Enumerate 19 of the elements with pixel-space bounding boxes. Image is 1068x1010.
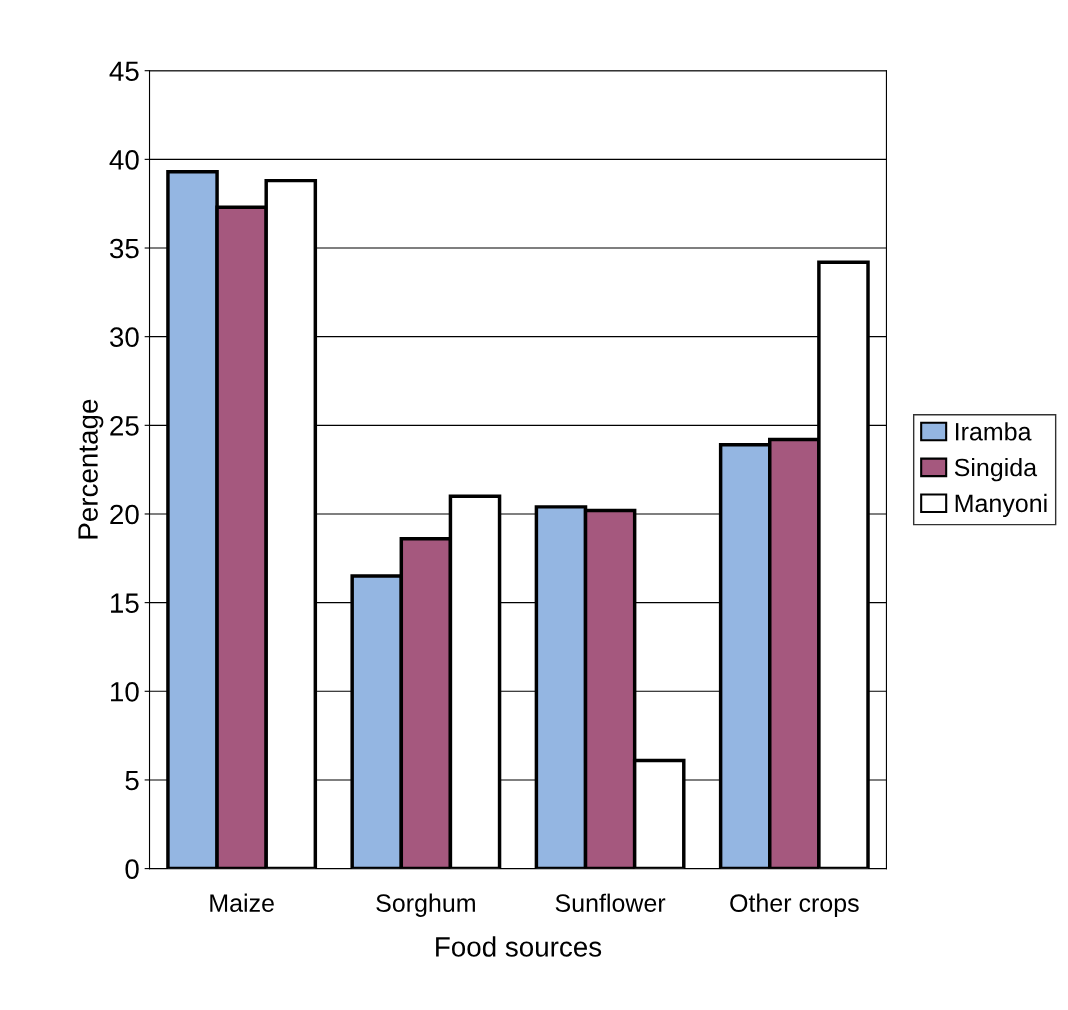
y-tick-label: 20 [110, 504, 139, 525]
x-tick-label: Other crops [730, 893, 859, 917]
y-tick-label: 10 [111, 681, 139, 702]
x-tick-label: Sunflower [555, 893, 666, 912]
y-tick-label: 0 [125, 859, 139, 879]
y-tick-label: 30 [109, 327, 139, 348]
legend-label: Manyoni [955, 493, 1047, 518]
x-axis-title: Food sources [436, 936, 602, 957]
y-tick-label: 15 [111, 593, 139, 613]
legend-label: Iramba [955, 422, 1032, 441]
y-tick-label: 25 [110, 415, 139, 436]
y-tick-label: 45 [109, 61, 139, 82]
y-axis-title: Percentage [78, 399, 104, 539]
y-tick-label: 5 [125, 770, 139, 791]
y-tick-label: 35 [109, 238, 139, 259]
y-tick-label: 40 [109, 150, 139, 170]
x-tick-label: Maize [210, 893, 274, 912]
x-tick-label: Sorghum [376, 893, 475, 917]
legend-label: Singida [954, 458, 1038, 482]
